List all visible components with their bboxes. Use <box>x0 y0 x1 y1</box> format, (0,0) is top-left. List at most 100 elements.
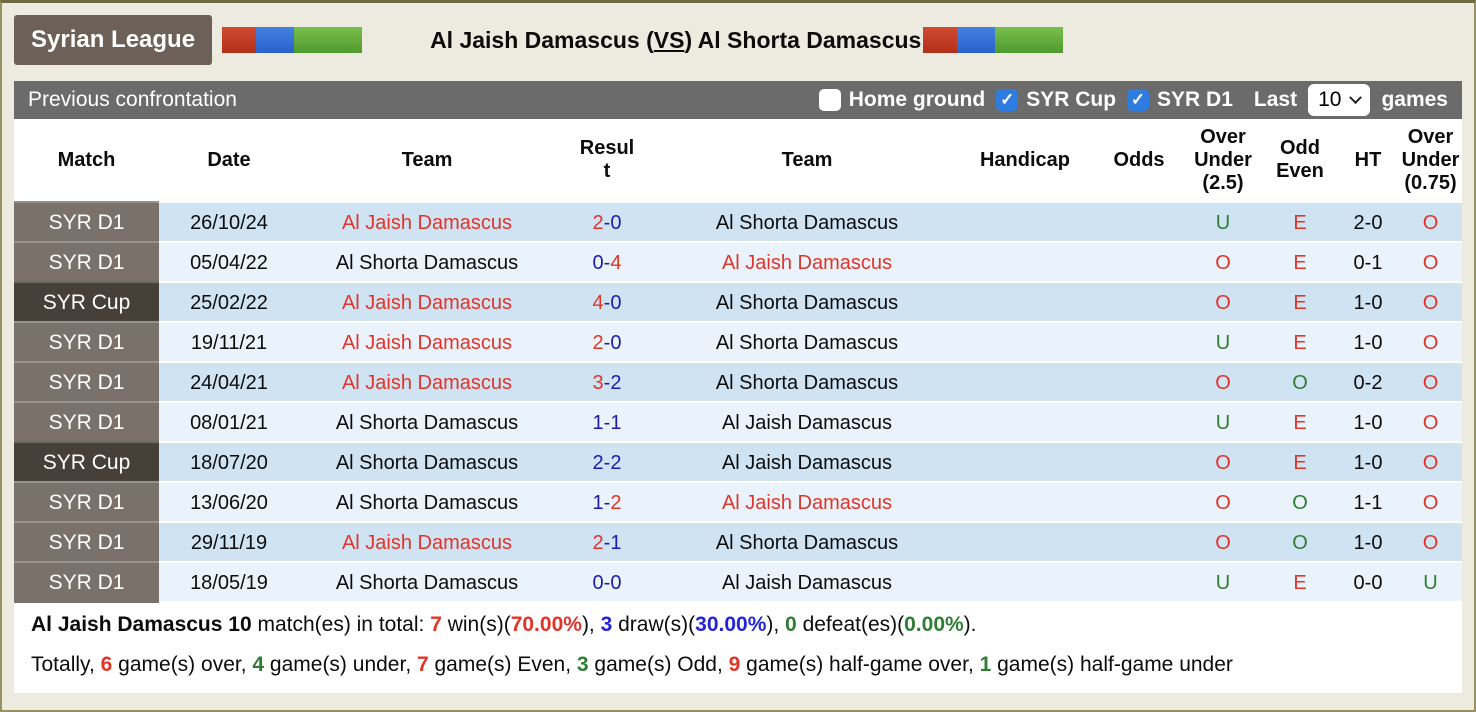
column-header-label: Over Under (2.5) <box>1194 125 1252 194</box>
odd-even-cell: O <box>1292 491 1308 514</box>
match-date: 05/04/22 <box>190 251 268 274</box>
over-under-075-cell: U <box>1423 571 1438 594</box>
summary-text: 3 <box>600 613 613 636</box>
over-under-075-cell: O <box>1422 331 1439 354</box>
match-date: 29/11/19 <box>190 531 268 554</box>
over-under-25-cell: U <box>1215 411 1231 434</box>
chevron-down-icon <box>1349 90 1363 104</box>
summary-text: 1 <box>979 653 992 677</box>
away-team-name: ) Al Shorta Damascus <box>684 26 922 53</box>
ht-cell: 1-1 <box>1353 491 1383 514</box>
score-separator: - <box>603 451 611 474</box>
score-separator: - <box>603 491 611 514</box>
column-header-label: Result <box>579 137 635 182</box>
ht-cell: 1-0 <box>1353 531 1383 554</box>
home-score: 2 <box>592 211 604 234</box>
column-header: Team <box>299 149 555 172</box>
table-row: SYR Cup 18/07/20 Al Shorta Damascus 2-2 Al J… <box>14 441 1462 483</box>
table-row: SYR D1 08/01/21 Al Shorta Damascus 1-1 Al Ja… <box>14 401 1462 443</box>
ht-cell: 1-0 <box>1353 331 1383 354</box>
column-header: Handicap <box>955 149 1095 172</box>
column-header: HT <box>1337 149 1399 172</box>
column-header-label: Handicap <box>979 148 1071 171</box>
syr-d1-label[interactable]: SYR D1 <box>1157 88 1233 111</box>
summary-text: defeat(es)( <box>796 613 905 636</box>
away-score: 1 <box>610 531 622 554</box>
summary-text: ), <box>766 613 786 636</box>
score-separator: - <box>603 291 611 314</box>
over-under-075-cell: O <box>1422 451 1439 474</box>
table-row: SYR D1 26/10/24 Al Jaish Damascus 2-0 Al Sho… <box>14 201 1462 243</box>
home-team-cell: Al Shorta Damascus <box>335 411 519 434</box>
match-competition-badge: SYR D1 <box>14 561 159 603</box>
odd-even-cell: E <box>1293 251 1307 274</box>
syr-cup-label[interactable]: SYR Cup <box>1026 88 1117 111</box>
match-date: 19/11/21 <box>190 331 268 354</box>
column-header-label: HT <box>1354 148 1382 171</box>
home-team-cell: Al Shorta Damascus <box>335 571 519 594</box>
over-under-075-cell: O <box>1422 291 1439 314</box>
home-ground-label[interactable]: Home ground <box>848 88 986 111</box>
over-under-25-cell: O <box>1215 371 1231 394</box>
score-separator: - <box>603 571 611 594</box>
ht-cell: 0-2 <box>1353 371 1383 394</box>
home-team-cell: Al Shorta Damascus <box>335 251 519 274</box>
column-header-label: Team <box>401 148 453 171</box>
match-date: 13/06/20 <box>190 491 268 514</box>
home-team-cell: Al Jaish Damascus <box>341 211 513 234</box>
column-header: Team <box>659 149 955 172</box>
match-competition-badge: SYR D1 <box>14 241 159 283</box>
filter-checkbox-group: Home ground SYR Cup SYR D1 <box>818 88 1233 112</box>
home-score: 0 <box>592 251 604 274</box>
summary-text: win(s)( <box>441 613 511 636</box>
home-score: 2 <box>592 531 604 554</box>
syr-cup-filter: SYR Cup <box>996 88 1116 112</box>
over-under-25-cell: U <box>1215 571 1231 594</box>
column-header: Odd Even <box>1263 137 1337 183</box>
table-row: SYR D1 05/04/22 Al Shorta Damascus 0-4 Al Ja… <box>14 241 1462 283</box>
home-team-cell: Al Jaish Damascus <box>341 331 513 354</box>
away-score: 0 <box>610 571 622 594</box>
score-separator: - <box>603 331 611 354</box>
toolbar: Previous confrontation Home ground SYR Cu… <box>14 81 1462 119</box>
odd-even-cell: O <box>1292 531 1308 554</box>
flag-blue-segment <box>957 27 996 53</box>
away-score: 0 <box>610 291 622 314</box>
flag-red-segment <box>923 27 958 53</box>
summary-text: game(s) Even, <box>428 653 577 677</box>
summary-text: ), <box>581 613 601 636</box>
home-score: 0 <box>592 571 604 594</box>
over-under-075-cell: O <box>1422 211 1439 234</box>
table-row: SYR D1 19/11/21 Al Jaish Damascus 2-0 Al Sho… <box>14 321 1462 363</box>
score-separator: - <box>603 251 611 274</box>
confrontation-table: Match Date Team Result Team Handicap Odds Over … <box>14 119 1462 603</box>
home-team-cell: Al Jaish Damascus <box>341 531 513 554</box>
section-title: Previous confrontation <box>28 88 237 111</box>
over-under-075-cell: O <box>1422 491 1439 514</box>
away-score: 4 <box>610 251 622 274</box>
last-games-select[interactable]: 10 <box>1308 84 1371 116</box>
syr-cup-checkbox[interactable] <box>996 89 1019 111</box>
match-competition-badge: SYR D1 <box>14 521 159 563</box>
score-separator: - <box>603 371 611 394</box>
away-score: 2 <box>610 491 622 514</box>
over-under-25-cell: O <box>1215 251 1231 274</box>
league-badge: Syrian League <box>14 15 213 65</box>
syr-d1-checkbox[interactable] <box>1127 89 1150 111</box>
column-header: Odds <box>1095 149 1183 172</box>
summary-text: 7 <box>430 613 442 636</box>
summary-text: 6 <box>100 653 113 677</box>
result-cell: 1-2 <box>555 492 659 515</box>
column-header-label: Match <box>57 148 116 171</box>
select-value: 10 <box>1318 88 1342 111</box>
over-under-25-cell: O <box>1215 491 1231 514</box>
match-date: 24/04/21 <box>190 371 268 394</box>
match-title: Al Jaish Damascus (VS) Al Shorta Damascu… <box>430 27 921 54</box>
summary-text: draw(s)( <box>612 613 696 636</box>
home-ground-checkbox[interactable] <box>818 89 841 111</box>
summary-line-1: Al Jaish Damascus 10 match(es) in total:… <box>31 611 1445 638</box>
over-under-25-cell: U <box>1215 331 1231 354</box>
over-under-075-cell: O <box>1422 411 1439 434</box>
vs-label: VS <box>653 26 685 53</box>
odd-even-cell: E <box>1293 211 1307 234</box>
